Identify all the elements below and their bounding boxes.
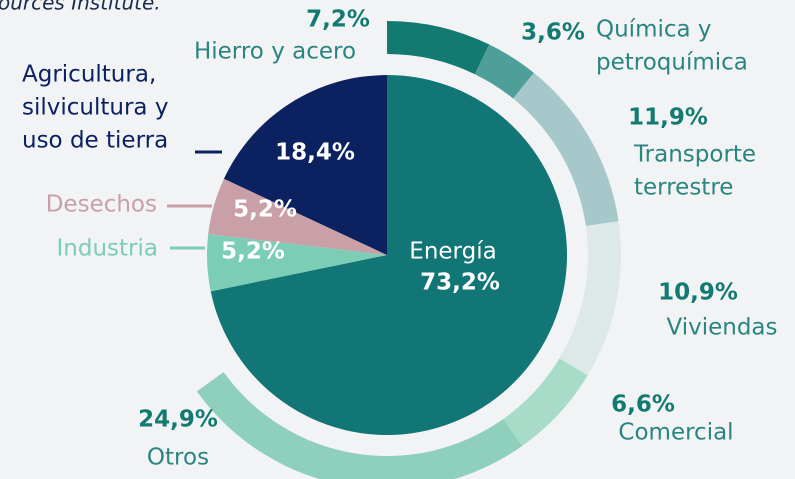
category-label: Energía bbox=[409, 239, 496, 265]
value-label: 24,9% bbox=[138, 407, 218, 433]
value-label: 5,2% bbox=[221, 239, 285, 265]
value-label: 3,6% bbox=[521, 20, 585, 46]
category-label: terrestre bbox=[634, 175, 733, 201]
category-label: Industria bbox=[57, 236, 158, 262]
pie-slice bbox=[207, 233, 387, 292]
source-note: ources Institute. bbox=[0, 0, 161, 15]
value-label: 18,4% bbox=[275, 140, 355, 166]
category-label: Comercial bbox=[618, 420, 733, 446]
pie-slice bbox=[210, 75, 567, 435]
ring-segment bbox=[387, 21, 490, 75]
value-label: 6,6% bbox=[611, 392, 675, 418]
category-label: Química y bbox=[596, 17, 712, 43]
value-label: 11,9% bbox=[628, 105, 708, 131]
ring-segment bbox=[474, 44, 534, 99]
category-label: petroquímica bbox=[596, 50, 748, 76]
category-label: silvicultura y bbox=[22, 95, 168, 121]
category-label: uso de tierra bbox=[22, 128, 168, 154]
ring-segment bbox=[559, 221, 621, 376]
value-label: 5,2% bbox=[233, 197, 297, 223]
category-label: Otros bbox=[147, 445, 209, 471]
category-label: Desechos bbox=[46, 192, 157, 218]
category-label: Agricultura, bbox=[22, 62, 156, 88]
ring-segment bbox=[196, 372, 523, 479]
ring-segment bbox=[513, 72, 619, 227]
category-label: Viviendas bbox=[666, 315, 777, 341]
value-label: 73,2% bbox=[420, 270, 500, 296]
pie-slice bbox=[223, 75, 387, 255]
category-label: Transporte bbox=[633, 142, 756, 168]
pie-slice bbox=[208, 178, 387, 255]
ring-segment bbox=[503, 358, 588, 447]
value-label: 7,2% bbox=[306, 7, 370, 33]
category-label: Hierro y acero bbox=[194, 39, 356, 65]
value-label: 10,9% bbox=[658, 280, 738, 306]
